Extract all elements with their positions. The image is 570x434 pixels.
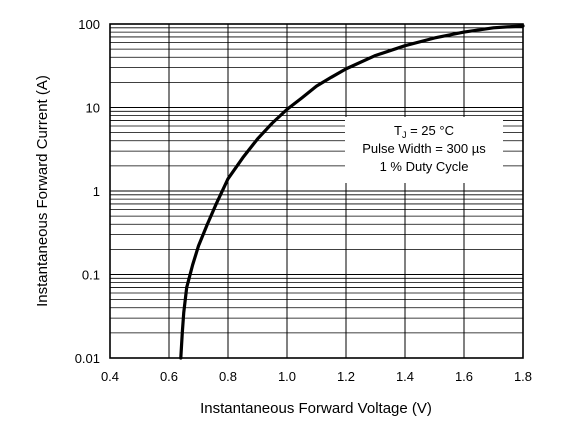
x-tick-label: 0.6 [160, 369, 178, 384]
y-tick-label: 10 [86, 101, 100, 116]
y-tick-label: 100 [78, 17, 100, 32]
grid [110, 24, 523, 358]
y-tick-label: 1 [93, 184, 100, 199]
y-tick-label: 0.1 [82, 268, 100, 283]
y-axis-title: Instantaneous Forward Current (A) [34, 75, 51, 307]
x-tick-label: 0.4 [101, 369, 119, 384]
y-tick-label: 0.01 [75, 351, 100, 366]
annotation-box: TJ = 25 °C Pulse Width = 300 µs 1 % Duty… [345, 117, 503, 183]
tick-labels: 0.4 0.6 0.8 1.0 1.2 1.4 1.6 1.8 0.01 0.1 1 10 100 [75, 17, 532, 384]
x-tick-label: 0.8 [219, 369, 237, 384]
x-axis-title: Instantaneous Forward Voltage (V) [200, 400, 432, 417]
annotation-line-2: Pulse Width = 300 µs [362, 141, 486, 156]
x-tick-label: 1.2 [337, 369, 355, 384]
annotation-background [345, 117, 503, 183]
plot-frame [109, 23, 524, 359]
forward-characteristic-line [179, 24, 525, 360]
x-tick-label: 1.0 [278, 369, 296, 384]
x-tick-label: 1.8 [514, 369, 532, 384]
series-layer [179, 24, 525, 360]
annotation-line-1: TJ = 25 °C [394, 123, 454, 140]
x-tick-label: 1.6 [455, 369, 473, 384]
annotation-line-3: 1 % Duty Cycle [380, 159, 469, 174]
x-tick-label: 1.4 [396, 369, 414, 384]
